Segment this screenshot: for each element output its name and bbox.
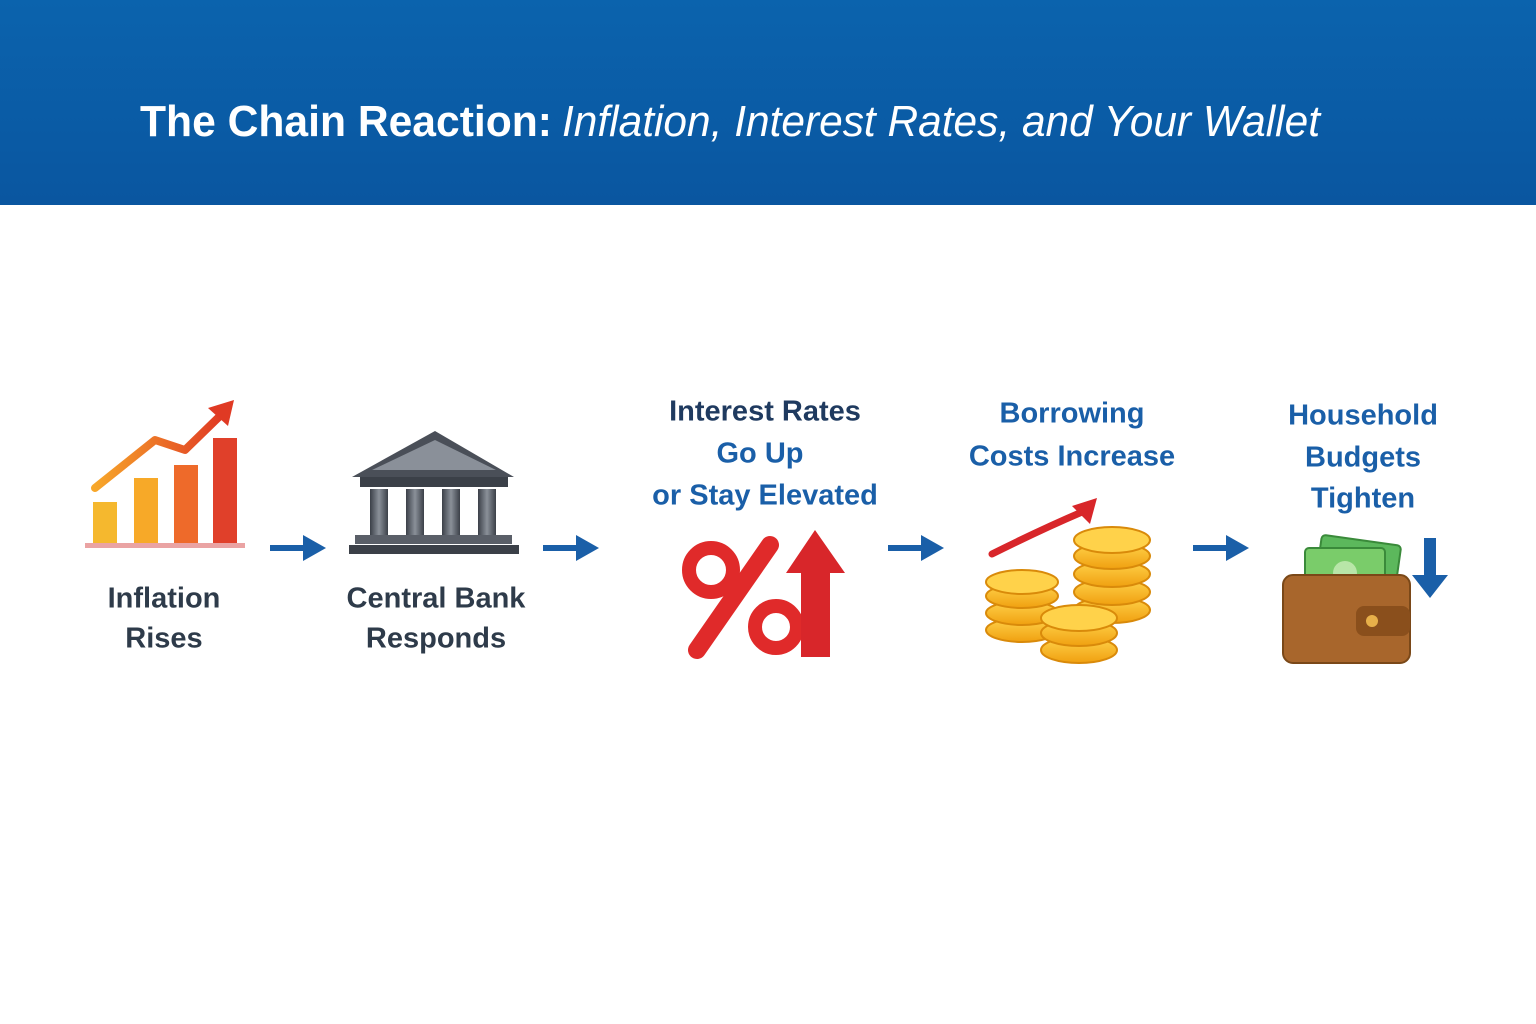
coins-icon (985, 498, 1151, 664)
rates-icon (682, 530, 845, 659)
step-label: or Stay Elevated (652, 480, 878, 512)
step-label: Rises (125, 623, 202, 655)
bank-entablature (360, 477, 508, 487)
wallet-flap (1356, 606, 1410, 636)
percent-ring (682, 541, 740, 599)
bank-column (406, 489, 424, 535)
step-label: Interest Rates (669, 396, 861, 428)
coin (985, 569, 1059, 595)
bank-pediment (372, 440, 496, 470)
bank-column (478, 489, 496, 535)
trend-arrowhead (208, 400, 234, 426)
step-label: Borrowing (1000, 398, 1145, 430)
chart-bar (213, 438, 237, 543)
connector-head (921, 535, 944, 561)
rise-curve (988, 508, 1086, 558)
step-label: Responds (366, 623, 506, 655)
percent-ring (748, 599, 804, 655)
wallet-icon (1282, 534, 1448, 664)
connector-head (576, 535, 599, 561)
up-arrow (786, 530, 845, 657)
connectors (270, 535, 1249, 561)
header-bar (0, 0, 1536, 205)
rise-arrowhead (1072, 498, 1097, 524)
step-label: Central Bank (347, 583, 527, 615)
down-arrow (1412, 538, 1448, 598)
trend-line (91, 410, 226, 492)
connector-head (1226, 535, 1249, 561)
chart-bar (93, 502, 117, 543)
percent-slash (688, 536, 779, 659)
chart-bar (174, 465, 198, 543)
chart-baseline (85, 543, 245, 548)
coin (1040, 604, 1118, 632)
step-label: Inflation (108, 583, 221, 615)
step-label: Go Up (717, 438, 804, 470)
title-lead: The Chain Reaction: (140, 97, 552, 146)
title-rest: Inflation, Interest Rates, and Your Wall… (562, 97, 1322, 146)
bank-step (349, 545, 519, 554)
step-label: Household (1288, 400, 1438, 432)
bank-column (370, 489, 388, 535)
coin-stack (1073, 526, 1151, 624)
inflation-icon (85, 400, 245, 548)
step-label: Costs Increase (969, 441, 1175, 473)
wallet-clasp (1366, 615, 1378, 627)
coin-stack (1040, 604, 1118, 664)
connector-head (303, 535, 326, 561)
step-label: Budgets (1305, 442, 1421, 474)
bank-column (442, 489, 460, 535)
bank-step (355, 535, 512, 544)
bank-icon (349, 431, 519, 554)
chart-bar (134, 478, 158, 543)
coin (1073, 526, 1151, 554)
step-label: Tighten (1311, 483, 1415, 515)
